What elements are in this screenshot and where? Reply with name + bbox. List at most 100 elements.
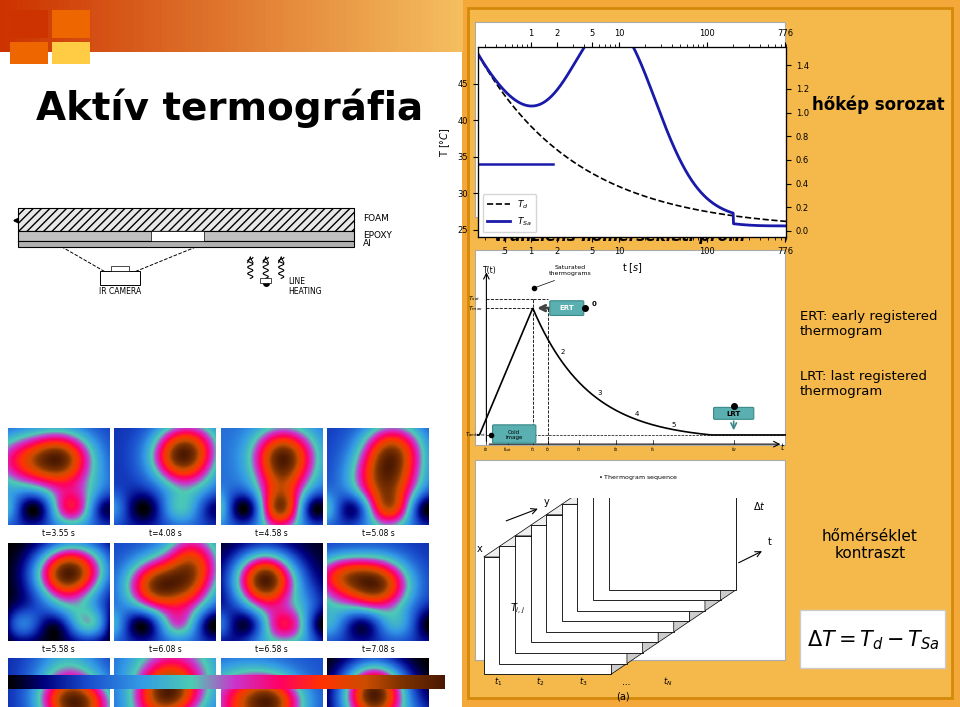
Text: t=7.08 s: t=7.08 s <box>362 645 395 653</box>
Bar <box>220 0 227 52</box>
Bar <box>214 0 221 52</box>
$T_{Sa}$ <box>713 203 725 211</box>
Polygon shape <box>577 483 721 493</box>
Bar <box>387 0 394 52</box>
Polygon shape <box>484 547 627 557</box>
Bar <box>289 0 296 52</box>
Polygon shape <box>659 515 674 643</box>
Bar <box>272 0 278 52</box>
Bar <box>115 0 122 52</box>
$T_{Sa}$ <box>472 49 484 58</box>
Bar <box>92 0 99 52</box>
Bar <box>17 0 24 52</box>
Bar <box>208 0 215 52</box>
Polygon shape <box>642 525 659 653</box>
Polygon shape <box>515 525 659 536</box>
Text: LINE
HEATING: LINE HEATING <box>288 277 322 296</box>
Bar <box>52 0 59 52</box>
Text: $T_{max}$: $T_{max}$ <box>468 304 483 312</box>
Bar <box>475 460 785 660</box>
Text: $t_0$: $t_0$ <box>484 445 490 455</box>
Text: 2: 2 <box>561 349 564 355</box>
Polygon shape <box>499 536 642 547</box>
Text: x: x <box>476 544 482 554</box>
Text: t: t <box>780 443 783 452</box>
Bar <box>150 0 156 52</box>
Text: FOAM: FOAM <box>363 214 389 223</box>
$T_{Sa}$ <box>780 222 792 230</box>
Bar <box>381 0 388 52</box>
$T_d$ <box>780 217 792 226</box>
Bar <box>318 0 324 52</box>
Bar <box>243 0 250 52</box>
Bar <box>0 0 7 52</box>
Polygon shape <box>515 536 642 653</box>
Polygon shape <box>705 483 721 611</box>
Polygon shape <box>674 504 689 632</box>
Text: $\bullet$ Thermogram sequence: $\bullet$ Thermogram sequence <box>598 473 678 482</box>
Polygon shape <box>531 525 659 643</box>
Bar <box>173 0 180 52</box>
Bar <box>0 0 462 707</box>
Polygon shape <box>18 230 354 241</box>
$T_{Sa}$ <box>609 20 620 28</box>
Bar <box>266 0 273 52</box>
Polygon shape <box>18 241 354 247</box>
Text: $t_1$: $t_1$ <box>493 676 502 688</box>
Bar <box>58 0 64 52</box>
Text: Aktív termográfia: Aktív termográfia <box>36 88 423 128</box>
FancyBboxPatch shape <box>550 300 584 315</box>
Bar <box>427 0 434 52</box>
Text: $t_5$: $t_5$ <box>651 445 657 455</box>
$T_d$ <box>712 209 724 218</box>
Polygon shape <box>546 515 674 632</box>
Bar <box>475 22 785 217</box>
Bar <box>324 0 330 52</box>
Bar <box>398 0 405 52</box>
$T_{Sa}$ <box>718 206 730 214</box>
Text: $t_4$: $t_4$ <box>613 445 619 455</box>
Text: $\Delta T = T_d - T_{Sa}$: $\Delta T = T_d - T_{Sa}$ <box>806 629 940 652</box>
Bar <box>191 0 198 52</box>
Bar <box>260 279 271 283</box>
$T_d$ <box>718 210 730 218</box>
Text: ERT: ERT <box>560 305 574 311</box>
Polygon shape <box>577 493 705 611</box>
Text: 4: 4 <box>635 411 639 416</box>
Text: t: t <box>767 537 771 547</box>
$T_{Sa}$ <box>504 91 516 100</box>
Bar <box>295 0 301 52</box>
Text: AI: AI <box>363 240 372 248</box>
Polygon shape <box>562 493 705 504</box>
Bar <box>151 230 204 241</box>
Text: Cold
image: Cold image <box>506 430 523 440</box>
Polygon shape <box>484 557 612 674</box>
Text: $t_1$: $t_1$ <box>530 445 536 455</box>
Text: $t_3$: $t_3$ <box>579 676 588 688</box>
Bar <box>444 0 451 52</box>
Bar <box>46 0 53 52</box>
Bar <box>364 0 371 52</box>
Text: EPOXY: EPOXY <box>363 231 392 240</box>
Bar <box>203 0 209 52</box>
$T_d$ <box>608 180 619 189</box>
Text: IR CAMERA: IR CAMERA <box>99 286 141 296</box>
Bar <box>283 0 290 52</box>
Text: $t_2$: $t_2$ <box>537 676 544 688</box>
Text: LRT: last registered
thermogram: LRT: last registered thermogram <box>800 370 927 398</box>
Text: t=6.08 s: t=6.08 s <box>149 645 181 653</box>
Bar <box>12 0 18 52</box>
Bar <box>98 0 105 52</box>
Bar <box>375 0 382 52</box>
Polygon shape <box>499 547 627 664</box>
Bar <box>52 42 90 64</box>
Bar <box>404 0 411 52</box>
Bar <box>100 271 140 286</box>
Bar <box>40 0 47 52</box>
Bar <box>179 0 186 52</box>
Text: $t_N$: $t_N$ <box>663 676 673 688</box>
Text: $t_2$: $t_2$ <box>545 445 551 455</box>
Bar <box>109 0 116 52</box>
Bar <box>800 610 945 668</box>
Bar <box>335 0 342 52</box>
